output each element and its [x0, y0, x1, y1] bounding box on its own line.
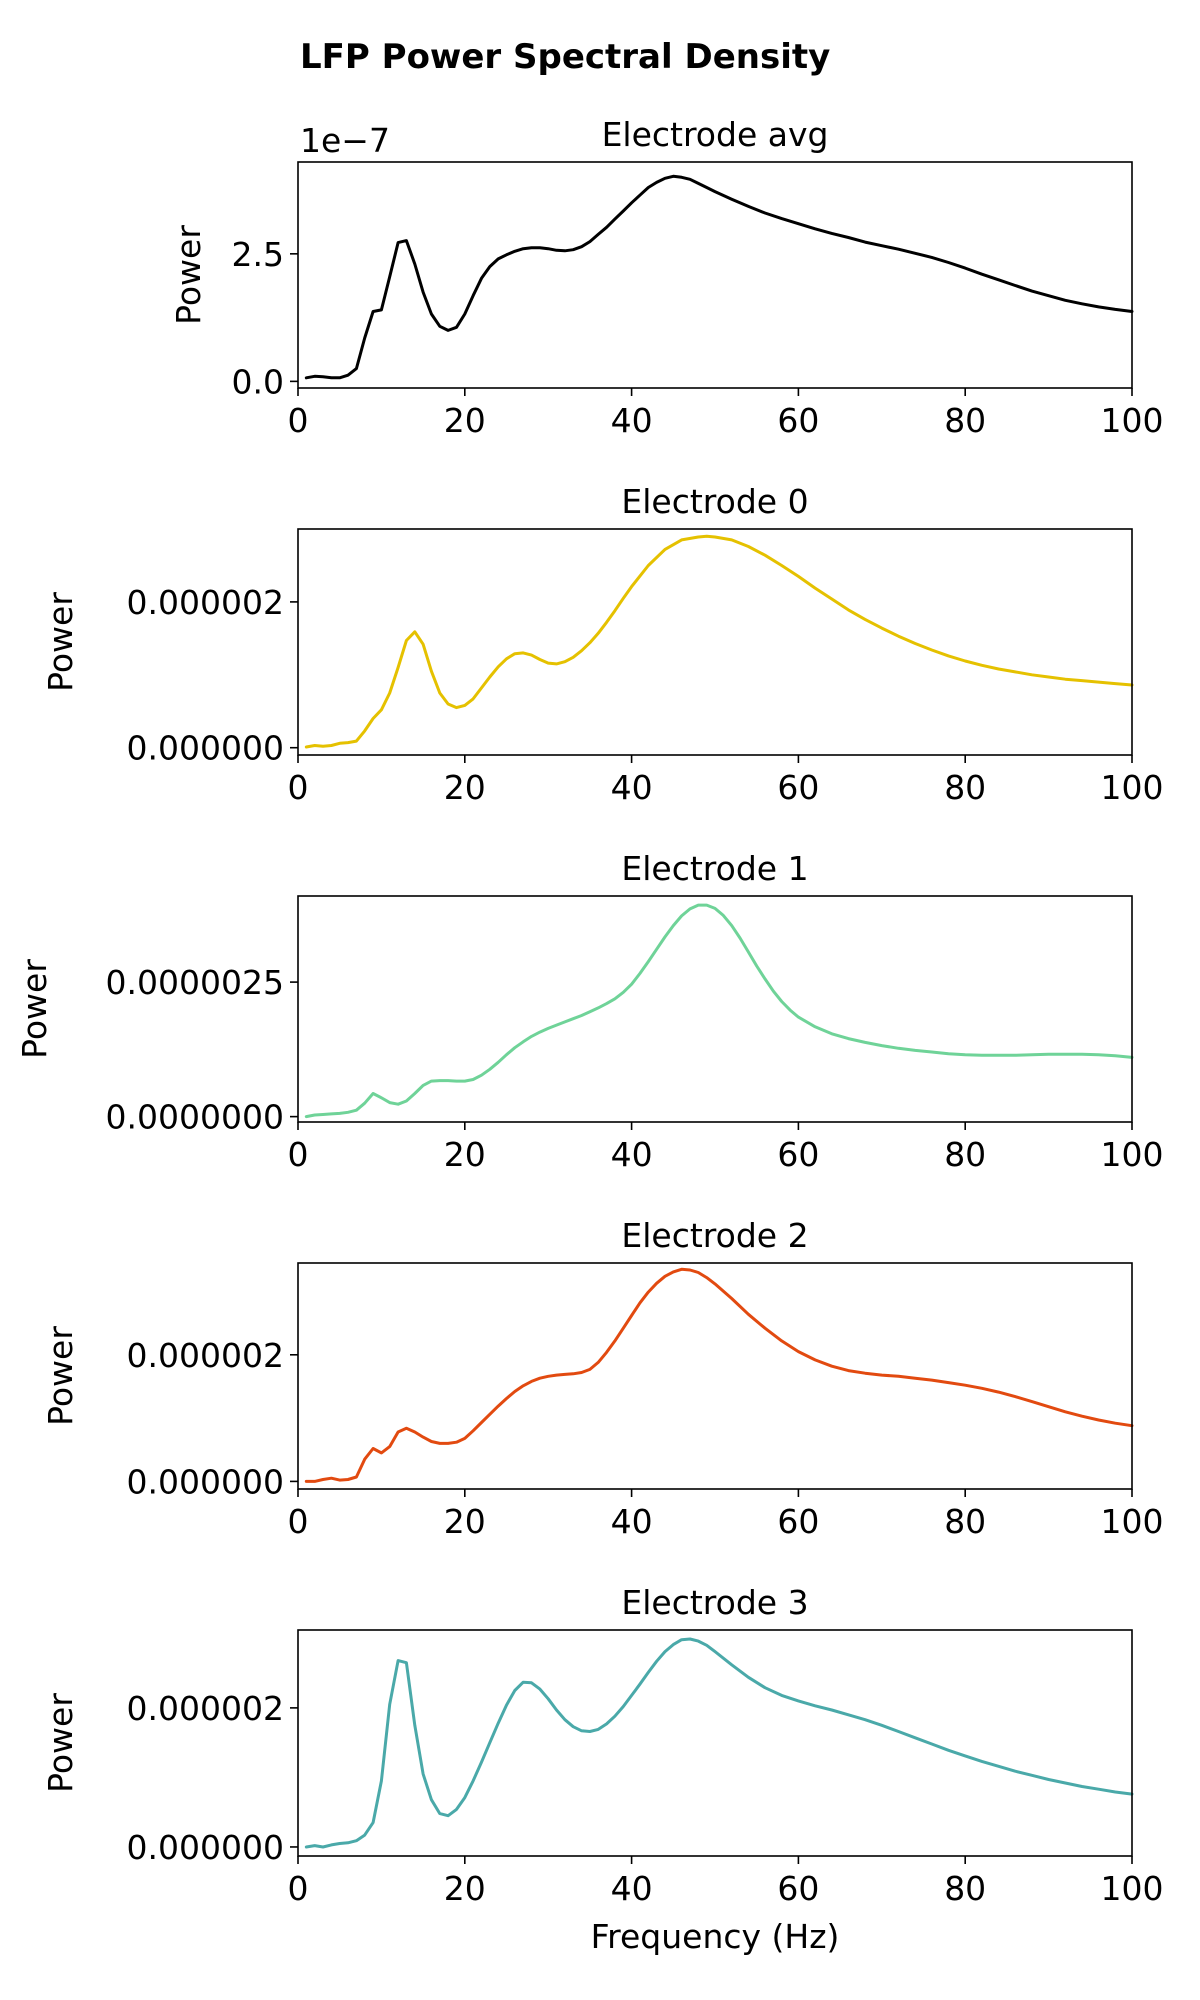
subplot-1: 0 20 40 60 80 100 0.000000 0.000002 Electrode 0 P… — [41, 482, 1164, 807]
x-axis-label: Frequency (Hz) — [591, 1917, 840, 1956]
x-tick-label: 80 — [944, 1135, 986, 1174]
subplot-title: Electrode 1 — [621, 849, 808, 888]
plot-frame — [297, 1629, 1133, 1857]
subplot-3: 0 20 40 60 80 100 0.000000 0.000002 Electrode 2 P… — [41, 1216, 1164, 1541]
x-tick-label: 20 — [444, 1135, 486, 1174]
x-tick-label: 60 — [777, 1869, 819, 1908]
series-line-0-0 — [304, 174, 1134, 380]
x-tick-label: 100 — [1101, 1502, 1164, 1541]
plot-frame — [297, 161, 1133, 389]
y-tick-label: 0.0000000 — [106, 1098, 284, 1137]
subplot-4: 0 20 40 60 80 100 0.000000 0.000002 Electrode 3 P… — [41, 1583, 1164, 1956]
y-tick-label: 0.0 — [232, 362, 284, 401]
x-tick-label: 80 — [944, 1869, 986, 1908]
x-tick-label: 40 — [611, 1869, 653, 1908]
y-tick-label: 0.000002 — [127, 1689, 284, 1728]
subplot-title: Electrode avg — [602, 115, 829, 154]
x-tick-label: 20 — [444, 1869, 486, 1908]
y-tick-label: 0.000000 — [127, 729, 284, 768]
subplot-panels: 0 20 40 60 80 100 0.0 2.5 Electrode avg 1e−7 Power… — [15, 115, 1164, 1956]
plot-frame — [297, 1262, 1133, 1490]
x-tick-label: 80 — [944, 401, 986, 440]
subplot-title: Electrode 2 — [621, 1216, 808, 1255]
figure-title: LFP Power Spectral Density — [300, 37, 830, 77]
y-tick-label: 0.000002 — [127, 1336, 284, 1375]
y-tick-label: 2.5 — [232, 235, 284, 274]
x-tick-label: 100 — [1101, 401, 1164, 440]
x-tick-label: 0 — [288, 401, 309, 440]
x-tick-label: 0 — [288, 1135, 309, 1174]
x-tick-label: 60 — [777, 1135, 819, 1174]
x-tick-label: 60 — [777, 401, 819, 440]
x-tick-label: 100 — [1101, 1869, 1164, 1908]
y-tick-label: 0.000002 — [127, 583, 284, 622]
x-tick-label: 0 — [288, 1869, 309, 1908]
x-tick-label: 20 — [444, 401, 486, 440]
x-tick-label: 40 — [611, 401, 653, 440]
y-tick-label: 0.0000025 — [106, 963, 284, 1002]
x-tick-label: 60 — [777, 768, 819, 807]
x-tick-label: 100 — [1101, 1135, 1164, 1174]
x-tick-label: 100 — [1101, 768, 1164, 807]
x-tick-label: 0 — [288, 1502, 309, 1541]
y-axis-label: Power — [41, 1693, 80, 1793]
subplot-0: 0 20 40 60 80 100 0.0 2.5 Electrode avg 1e−7 Power — [169, 115, 1164, 440]
series-line-4-0 — [304, 1637, 1134, 1849]
plot-frame — [297, 895, 1133, 1123]
series-line-1-0 — [304, 534, 1134, 749]
subplot-2: 0 20 40 60 80 100 0.0000000 0.0000025 Electrode … — [15, 849, 1164, 1174]
y-tick-label: 0.000000 — [127, 1828, 284, 1867]
y-axis-label: Power — [41, 1326, 80, 1426]
x-tick-label: 80 — [944, 768, 986, 807]
x-tick-label: 20 — [444, 768, 486, 807]
y-axis-label: Power — [169, 225, 208, 325]
x-tick-label: 80 — [944, 1502, 986, 1541]
x-tick-label: 60 — [777, 1502, 819, 1541]
subplot-title: Electrode 0 — [621, 482, 808, 521]
series-line-3-0 — [304, 1267, 1134, 1483]
y-tick-label: 0.000000 — [127, 1462, 284, 1501]
x-tick-label: 40 — [611, 1135, 653, 1174]
y-axis-label: Power — [41, 592, 80, 692]
x-tick-label: 40 — [611, 1502, 653, 1541]
x-tick-label: 40 — [611, 768, 653, 807]
subplot-title: Electrode 3 — [621, 1583, 808, 1622]
plot-frame — [297, 528, 1133, 756]
x-tick-label: 0 — [288, 768, 309, 807]
y-axis-label: Power — [15, 959, 54, 1059]
series-line-2-0 — [304, 903, 1134, 1119]
y-offset-text: 1e−7 — [300, 121, 390, 160]
x-tick-label: 20 — [444, 1502, 486, 1541]
